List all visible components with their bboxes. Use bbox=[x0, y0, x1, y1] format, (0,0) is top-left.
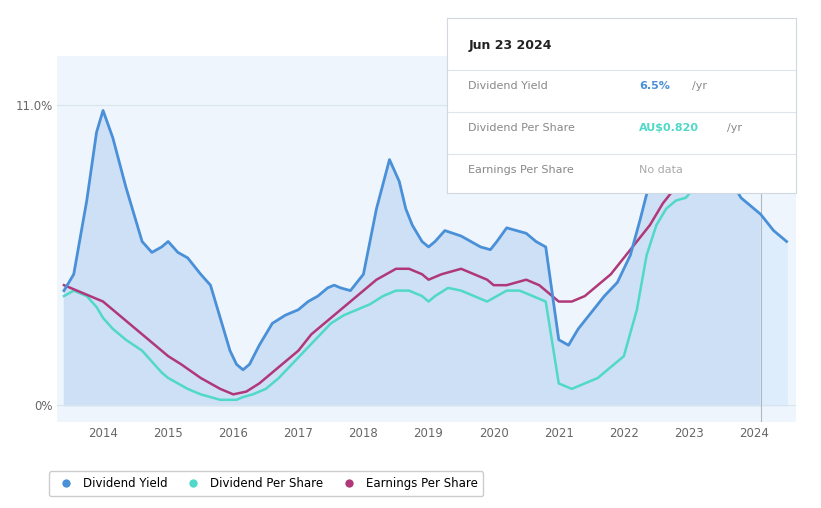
Text: 6.5%: 6.5% bbox=[640, 81, 670, 91]
Text: /yr: /yr bbox=[727, 123, 741, 133]
Legend: Dividend Yield, Dividend Per Share, Earnings Per Share: Dividend Yield, Dividend Per Share, Earn… bbox=[48, 471, 484, 496]
Text: No data: No data bbox=[640, 165, 683, 175]
Text: Jun 23 2024: Jun 23 2024 bbox=[469, 39, 552, 52]
Text: Dividend Yield: Dividend Yield bbox=[469, 81, 548, 91]
Text: AU$0.820: AU$0.820 bbox=[640, 123, 699, 133]
Text: Dividend Per Share: Dividend Per Share bbox=[469, 123, 576, 133]
Text: Past: Past bbox=[764, 94, 790, 107]
Text: /yr: /yr bbox=[692, 81, 707, 91]
Text: Earnings Per Share: Earnings Per Share bbox=[469, 165, 574, 175]
